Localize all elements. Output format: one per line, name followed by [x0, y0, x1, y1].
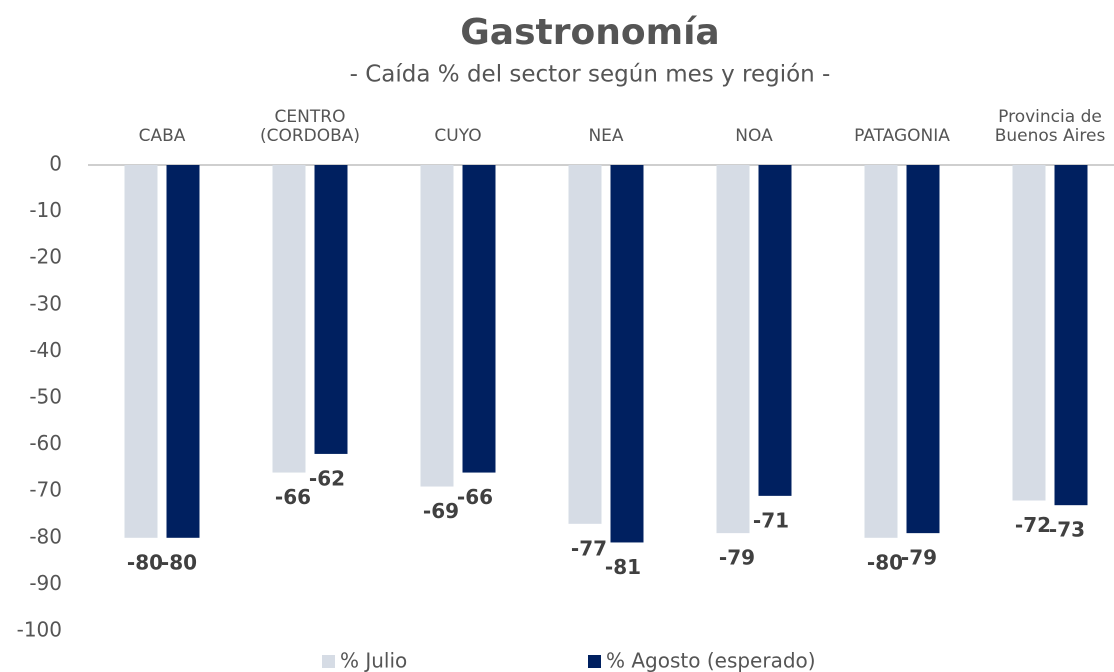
y-tick-label: -70: [29, 478, 62, 502]
y-tick-label: -10: [29, 198, 62, 222]
data-label: -71: [753, 508, 789, 532]
data-label: -77: [571, 536, 607, 560]
data-label: -69: [423, 499, 459, 523]
bar: [568, 165, 602, 524]
bar: [272, 165, 306, 473]
x-tick-label: NOA: [735, 126, 773, 146]
y-tick-label: -40: [29, 338, 62, 362]
legend-label: % Agosto (esperado): [606, 649, 816, 672]
chart-title: Gastronomía: [460, 12, 719, 53]
bar: [166, 165, 200, 538]
x-tick-label: PATAGONIA: [854, 126, 950, 146]
x-tick-label: NEA: [588, 126, 624, 146]
bar: [906, 165, 940, 534]
legend-swatch: [588, 655, 601, 668]
y-tick-label: -100: [17, 618, 62, 642]
x-tick-label: CENTRO (CORDOBA): [259, 107, 361, 146]
y-tick-label: -60: [29, 431, 62, 455]
data-label: -66: [457, 485, 493, 509]
x-tick-label: Provincia de Buenos Aires: [994, 107, 1106, 146]
data-label: -66: [275, 485, 311, 509]
y-tick-label: -20: [29, 245, 62, 269]
y-tick-label: 0: [49, 152, 62, 176]
bar: [716, 165, 750, 534]
data-label: -79: [719, 546, 755, 570]
chart-subtitle: - Caída % del sector según mes y región …: [350, 62, 831, 88]
bar: [864, 165, 898, 538]
data-label: -81: [605, 555, 641, 579]
y-tick-label: -30: [29, 291, 62, 315]
legend-label: % Julio: [340, 649, 407, 672]
legend-swatch: [322, 655, 335, 668]
bar: [1012, 165, 1046, 501]
y-tick-label: -50: [29, 385, 62, 409]
bar: [758, 165, 792, 496]
data-label: -73: [1049, 518, 1085, 542]
data-label: -79: [901, 546, 937, 570]
data-label: -80: [127, 550, 163, 574]
bar: [1054, 165, 1088, 506]
bar: [420, 165, 454, 487]
bar: [124, 165, 158, 538]
data-label: -80: [161, 550, 197, 574]
bar: [314, 165, 348, 454]
bar: [610, 165, 644, 543]
y-tick-label: -80: [29, 524, 62, 548]
x-tick-label: CUYO: [434, 126, 482, 146]
y-tick-label: -90: [29, 571, 62, 595]
data-label: -80: [867, 550, 903, 574]
data-label: -62: [309, 466, 345, 490]
data-label: -72: [1015, 513, 1051, 537]
bar: [462, 165, 496, 473]
x-tick-label: CABA: [138, 126, 186, 146]
